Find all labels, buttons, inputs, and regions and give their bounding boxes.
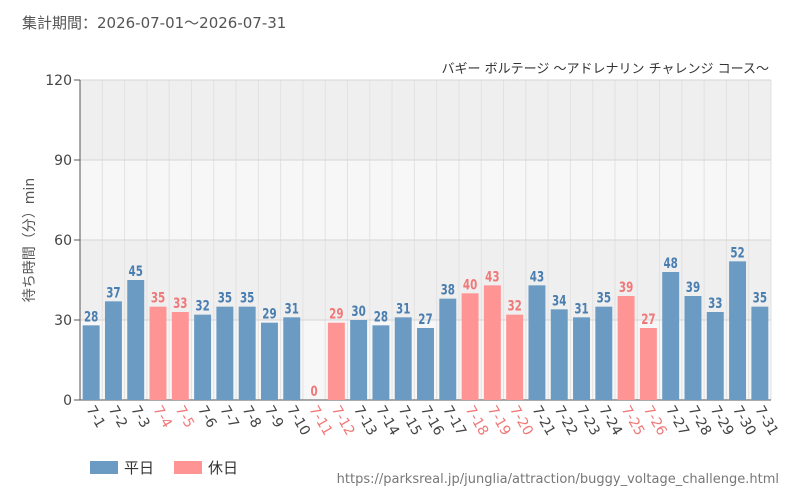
bar-7-8 — [238, 306, 256, 400]
bar-7-5 — [171, 312, 189, 400]
data-label-7-16: 27 — [418, 312, 432, 328]
legend-item-holiday[interactable]: 休日 — [174, 457, 238, 478]
bar-7-27 — [662, 272, 680, 400]
bar-7-24 — [595, 306, 613, 400]
bar-7-3 — [127, 280, 145, 400]
data-label-7-26: 27 — [641, 312, 655, 328]
bar-7-2 — [104, 301, 122, 400]
x-tick-label-7-1: 7-1 — [83, 403, 108, 431]
bar-7-13 — [350, 320, 368, 400]
legend-label-holiday: 休日 — [208, 459, 239, 477]
data-label-7-10: 31 — [285, 301, 299, 317]
bar-7-20 — [506, 314, 524, 400]
bar-7-22 — [550, 309, 568, 400]
legend-swatch-weekday — [90, 461, 118, 474]
bar-7-16 — [417, 328, 434, 400]
y-tick-label: 30 — [54, 313, 72, 329]
data-label-7-6: 32 — [195, 299, 209, 315]
x-tick-label-7-4: 7-4 — [150, 403, 175, 431]
x-tick-label-7-7: 7-7 — [216, 403, 241, 431]
bar-7-26 — [639, 328, 657, 400]
data-label-7-15: 31 — [396, 301, 410, 317]
bar-7-25 — [617, 296, 635, 400]
x-tick-label-7-3: 7-3 — [127, 403, 152, 431]
legend-item-weekday[interactable]: 平日 — [90, 457, 154, 478]
x-tick-label-7-8: 7-8 — [239, 403, 264, 431]
data-label-7-31: 35 — [753, 291, 767, 307]
x-tick-label-7-5: 7-5 — [172, 403, 197, 431]
bar-7-15 — [394, 317, 412, 400]
chart-title: バギー ボルテージ ～アドレナリン チャレンジ コース～ — [442, 62, 770, 77]
y-tick-label: 0 — [63, 393, 72, 409]
data-label-7-30: 52 — [730, 245, 744, 261]
data-label-7-28: 39 — [686, 280, 700, 296]
data-label-7-7: 35 — [218, 291, 232, 307]
bar-7-7 — [216, 306, 234, 400]
legend-label-weekday: 平日 — [124, 459, 155, 477]
data-label-7-3: 45 — [129, 264, 143, 280]
legend: 平日 休日 — [90, 457, 238, 478]
bar-7-29 — [706, 312, 724, 400]
bar-7-4 — [149, 306, 167, 400]
bar-7-14 — [372, 325, 390, 400]
data-label-7-19: 43 — [485, 269, 499, 285]
x-tick-label-7-2: 7-2 — [105, 403, 130, 431]
y-tick-label: 90 — [54, 153, 72, 169]
data-label-7-14: 28 — [374, 309, 388, 325]
bar-7-18 — [461, 293, 479, 400]
data-label-7-27: 48 — [664, 256, 678, 272]
data-label-7-11: 0 — [310, 384, 317, 400]
bar-7-17 — [439, 298, 457, 400]
bar-7-30 — [729, 261, 747, 400]
source-url: https://parksreal.jp/junglia/attraction/… — [336, 472, 779, 487]
data-label-7-1: 28 — [84, 309, 98, 325]
data-label-7-18: 40 — [463, 277, 477, 293]
data-label-7-17: 38 — [441, 283, 455, 299]
data-label-7-20: 32 — [507, 299, 521, 315]
data-label-7-23: 31 — [574, 301, 588, 317]
bar-7-1 — [82, 325, 100, 400]
bar-7-28 — [684, 296, 702, 400]
data-label-7-25: 39 — [619, 280, 633, 296]
x-tick-label-7-6: 7-6 — [194, 403, 219, 431]
bar-7-6 — [194, 314, 212, 400]
bar-7-31 — [751, 306, 769, 400]
plot-band — [80, 80, 771, 160]
bar-7-19 — [483, 285, 501, 400]
y-tick-label: 60 — [54, 233, 72, 249]
bar-7-10 — [283, 317, 301, 400]
plot-band — [80, 240, 771, 320]
bar-7-12 — [327, 322, 345, 400]
x-tick-label-7-9: 7-9 — [261, 403, 286, 431]
data-label-7-8: 35 — [240, 291, 254, 307]
y-tick-label: 120 — [45, 73, 72, 89]
data-label-7-4: 35 — [151, 291, 165, 307]
data-label-7-13: 30 — [351, 304, 365, 320]
x-tick-label-7-31: 7-31 — [751, 403, 781, 439]
legend-swatch-holiday — [174, 461, 203, 474]
data-label-7-24: 35 — [597, 291, 611, 307]
data-label-7-2: 37 — [106, 285, 120, 301]
period-label: 集計期間：2026-07-01～2026-07-31 — [22, 14, 287, 32]
data-label-7-29: 33 — [708, 296, 722, 312]
bar-7-21 — [528, 285, 546, 400]
data-label-7-9: 29 — [262, 307, 276, 323]
data-label-7-12: 29 — [329, 307, 343, 323]
data-label-7-5: 33 — [173, 296, 187, 312]
bar-7-23 — [573, 317, 591, 400]
data-label-7-22: 34 — [552, 293, 566, 309]
bar-7-9 — [260, 322, 278, 400]
data-label-7-21: 43 — [530, 269, 544, 285]
